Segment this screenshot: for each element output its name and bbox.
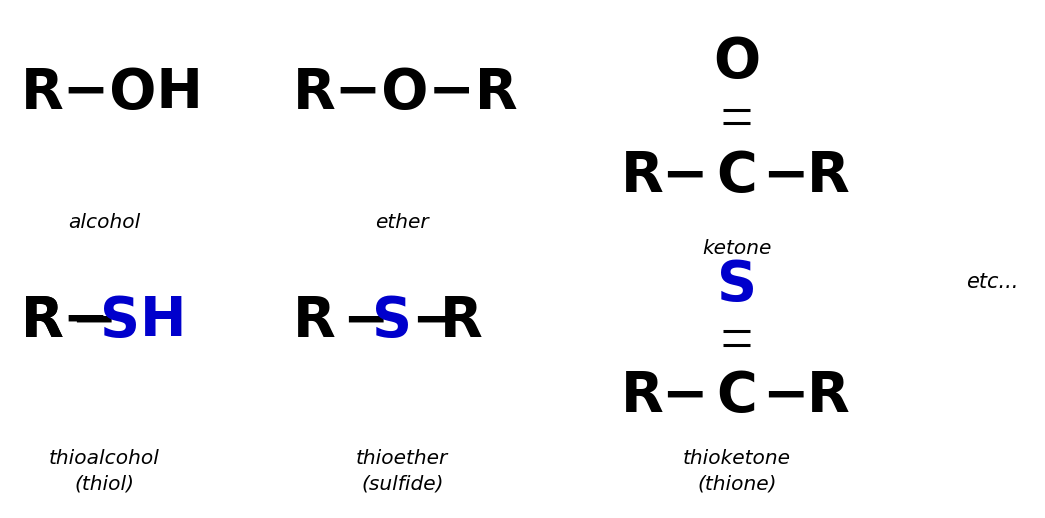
Text: thioalcohol: thioalcohol <box>49 449 160 468</box>
Text: (thiol): (thiol) <box>74 475 135 494</box>
Text: −: − <box>342 294 388 348</box>
Text: S: S <box>372 294 412 348</box>
Text: R: R <box>21 294 64 348</box>
Text: R: R <box>440 294 483 348</box>
Text: thioether: thioether <box>356 449 448 468</box>
Text: R−OH: R−OH <box>21 66 204 120</box>
Text: alcohol: alcohol <box>68 213 141 232</box>
Text: R: R <box>622 369 664 423</box>
Text: −: − <box>411 294 457 348</box>
Text: R: R <box>808 149 850 203</box>
Text: thioketone: thioketone <box>682 449 791 468</box>
Text: R: R <box>622 149 664 203</box>
Text: C: C <box>717 149 757 203</box>
Text: S: S <box>717 258 757 312</box>
Text: −: − <box>661 149 707 203</box>
Text: O: O <box>713 35 761 89</box>
Text: (thione): (thione) <box>697 475 776 494</box>
Text: −: − <box>661 369 707 423</box>
Text: (sulfide): (sulfide) <box>362 475 443 494</box>
Text: R: R <box>293 294 335 348</box>
Text: R−: R− <box>21 294 110 348</box>
Text: −: − <box>763 369 809 423</box>
Text: etc...: etc... <box>967 272 1019 292</box>
Text: −: − <box>70 294 116 348</box>
Text: R−O−R: R−O−R <box>293 66 518 120</box>
Text: SH: SH <box>100 294 187 348</box>
Text: ether: ether <box>375 213 429 232</box>
Text: ketone: ketone <box>702 239 771 258</box>
Text: −: − <box>763 149 809 203</box>
Text: R: R <box>808 369 850 423</box>
Text: C: C <box>717 369 757 423</box>
